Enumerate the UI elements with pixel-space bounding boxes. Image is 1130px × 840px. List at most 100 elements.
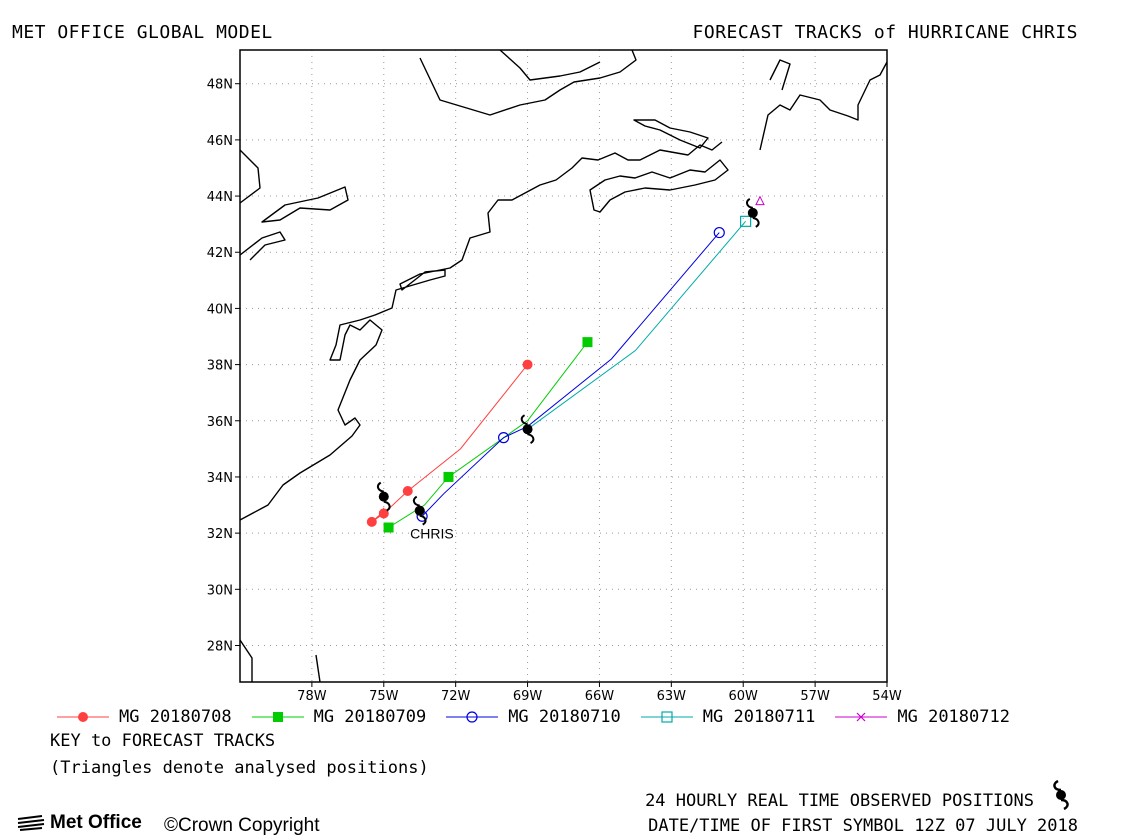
lat-tick-label: 28N [207,639,233,654]
observed-positions-note: 24 HOURLY REAL TIME OBSERVED POSITIONS [645,791,1034,811]
axis-ticks: 78W 75W 72W 69W 66W 63W 60W 57W 54W 28N 30N 32N 34N 3… [207,78,902,700]
observed-positions [376,195,765,526]
lon-tick-label: 60W [729,689,759,700]
lon-tick-label: 63W [657,689,687,700]
header-right-title: FORECAST TRACKS of HURRICANE CHRIS [692,22,1078,43]
legend-swatch-marker [661,711,673,723]
lon-tick-label: 57W [800,689,830,700]
observed-symbol-center [747,207,758,218]
coastline-segment-5 [633,119,709,149]
lon-tick-label: 66W [585,689,615,700]
lat-tick-label: 46N [207,134,233,149]
observed-hurricane-symbol-3 [745,198,760,228]
legend-item-4: MG 20180712 [833,707,1010,727]
lat-tick-label: 44N [207,190,233,205]
track-3-marker-0 [740,215,752,227]
legend-swatch-marker [856,712,866,722]
observed-symbol-arm-top [412,495,420,507]
track-1-marker-2 [582,337,593,348]
legend-swatch-marker [272,712,283,722]
observed-symbol-arm-bottom [527,433,535,445]
legend-label: MG 20180711 [702,707,816,727]
legend-swatch-marker [78,712,88,722]
lon-tick-label: 75W [369,689,399,700]
lat-tick-label: 30N [207,583,233,598]
coastline-segment-0 [239,141,723,521]
coastline-segment-7 [769,59,791,91]
lon-tick-label: 72W [441,689,471,700]
lat-tick-label: 40N [207,302,233,317]
observed-symbol-arm-bottom [383,500,391,512]
track-2-marker-2 [713,226,725,239]
lat-tick-label: 38N [207,359,233,374]
track-0-marker-3 [522,359,533,370]
map-grid [240,50,888,682]
legend-item-3: MG 20180711 [639,707,816,727]
legend-swatch [446,711,499,723]
legend-swatch [57,712,109,722]
legend-item-1: MG 20180709 [250,707,427,727]
track-0-marker-1 [378,508,389,519]
lon-tick-label: 78W [297,689,327,700]
hurricane-symbol-icon [1053,780,1069,810]
copyright-notice: ©Crown Copyright [164,815,320,836]
map-frame [239,49,888,683]
met-office-logo: Met Office [16,812,142,834]
track-line-2 [421,232,720,517]
coastline-segment-6 [759,61,888,151]
track-0-marker-2 [402,485,413,496]
legend-label: MG 20180709 [313,707,427,727]
track-line-0 [371,364,528,523]
lat-tick-label: 32N [207,527,233,542]
track-1-marker-1 [443,471,454,482]
header-left-title: MET OFFICE GLOBAL MODEL [12,22,273,43]
analysed-position-triangle-0 [755,195,765,206]
key-note: (Triangles denote analysed positions) [50,758,429,778]
observed-hurricane-symbol-0 [376,481,391,512]
lon-tick-label: 69W [513,689,543,700]
coastline-segment-11 [315,654,321,683]
legend-label: MG 20180712 [897,707,1010,727]
legend-swatch [640,711,693,723]
legend-label: MG 20180708 [119,707,232,727]
coastline-segment-4 [589,159,729,213]
track-0-marker-0 [366,516,377,527]
observed-symbol-arm-top [745,198,754,209]
lat-tick-label: 42N [207,246,233,261]
observed-symbol-arm-bottom [752,216,760,228]
coastline-segment-9 [499,49,601,81]
legend: MG 20180708 MG 20180709 MG 20180710 MG 2018… [55,707,1028,729]
lat-tick-label: 34N [207,471,233,486]
storm-label: CHRIS [410,526,454,542]
track-2-marker-1 [497,432,510,444]
coastline [239,49,888,683]
track-line-3 [527,221,746,430]
met-office-logo-icon [17,815,45,831]
observed-symbol-arm-bottom [419,514,427,526]
forecast-map: 78W 75W 72W 69W 66W 63W 60W 57W 54W 28N 30N 32N 34N 3… [207,49,902,700]
lat-tick-label: 36N [207,415,233,430]
legend-swatch [835,712,888,722]
lat-tick-label: 48N [207,78,233,93]
coastline-segment-10 [239,639,253,682]
coastline-segment-3 [239,231,286,261]
legend-swatch-marker-b [856,712,866,722]
coastline-segment-2 [261,186,349,223]
observed-symbol-center [414,505,425,516]
legend-swatch [251,712,304,722]
track-line-1 [388,341,588,528]
key-title: KEY to FORECAST TRACKS [50,731,276,751]
observed-hurricane-symbol-1 [412,495,427,526]
observed-symbol-arm-top [520,414,528,426]
forecast-tracks [366,215,752,533]
observed-symbol-center [522,424,533,435]
met-office-logo-text: Met Office [50,812,142,833]
legend-item-2: MG 20180710 [444,707,621,727]
lon-tick-label: 54W [872,689,902,700]
observed-symbol-center [378,491,389,502]
observed-symbol-arm-top [376,481,385,493]
track-1-marker-0 [383,522,394,533]
legend-item-0: MG 20180708 [55,707,232,727]
coastline-segment-8 [419,49,637,116]
observed-hurricane-symbol-2 [520,414,535,445]
